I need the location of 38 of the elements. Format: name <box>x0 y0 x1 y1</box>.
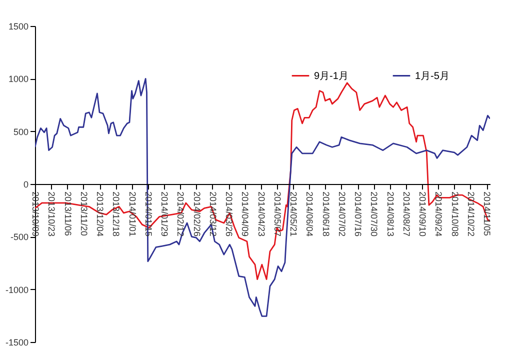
x-tick-label: 2014/01/15 <box>143 192 154 237</box>
x-tick-label: 2014/06/18 <box>320 192 331 237</box>
y-tick-label: 500 <box>13 126 28 137</box>
x-tick-label: 2013/10/09 <box>30 192 40 237</box>
x-tick-label: 2014/05/07 <box>272 192 282 237</box>
y-tick-label: 1000 <box>8 74 28 84</box>
x-tick-label: 2014/08/13 <box>385 192 396 237</box>
x-tick-label: 2014/07/16 <box>353 192 364 237</box>
x-tick-label: 2014/10/08 <box>450 192 460 237</box>
y-tick-label: 0 <box>23 180 28 190</box>
x-tick-label: 2013/10/23 <box>46 192 57 237</box>
y-tick-label: -1500 <box>5 338 28 348</box>
x-tick-label: 2014/02/12 <box>176 192 186 237</box>
x-tick-label: 2014/01/01 <box>127 192 138 237</box>
y-tick-label: -500 <box>10 232 28 242</box>
y-tick-label: 1500 <box>8 22 28 32</box>
x-tick-label: 2014/06/04 <box>304 192 315 237</box>
x-tick-label: 2014/04/09 <box>240 192 250 237</box>
x-tick-label: 2014/09/10 <box>418 192 428 237</box>
x-tick-label: 2014/09/24 <box>434 192 444 237</box>
x-tick-label: 2014/03/12 <box>208 192 218 237</box>
x-tick-label: 2013/12/18 <box>111 192 122 237</box>
y-tick-label: -1000 <box>5 284 28 295</box>
x-tick-label: 2014/02/26 <box>192 192 202 237</box>
x-tick-label: 2014/07/02 <box>336 192 347 237</box>
x-tick-label: 2014/04/23 <box>256 192 266 237</box>
x-tick-label: 2014/07/30 <box>369 192 380 237</box>
legend-label: 9月-1月 <box>314 70 348 82</box>
x-tick-label: 2013/11/20 <box>78 192 89 236</box>
x-tick-label: 2014/08/27 <box>401 192 412 237</box>
x-tick-label: 2014/05/21 <box>288 192 299 237</box>
legend-label: 1月-5月 <box>415 70 450 82</box>
x-tick-label: 2014/01/29 <box>160 192 170 237</box>
x-tick-label: 2014/03/26 <box>224 192 234 237</box>
x-tick-label: 2013/12/04 <box>95 192 106 237</box>
x-tick-label: 2014/10/22 <box>466 192 476 237</box>
x-tick-label: 2014/11/05 <box>482 192 492 236</box>
x-tick-label: 2013/11/06 <box>62 192 73 236</box>
